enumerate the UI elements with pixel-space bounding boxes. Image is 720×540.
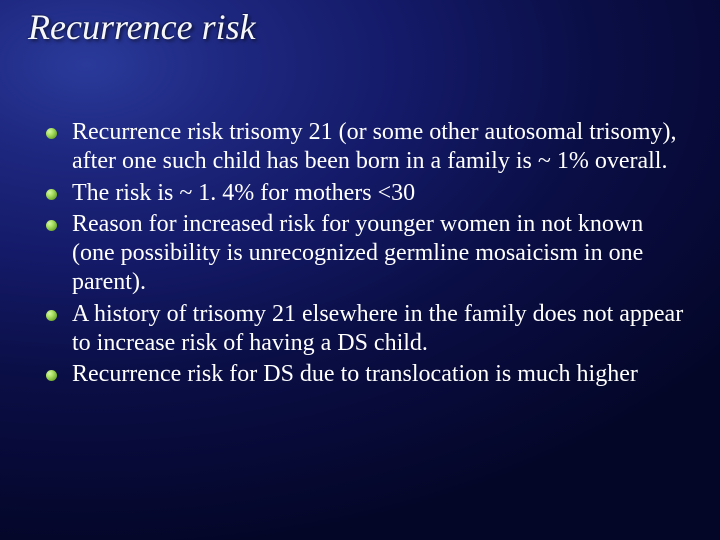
bullet-icon — [46, 370, 57, 381]
slide-content: Recurrence risk trisomy 21 (or some othe… — [46, 118, 690, 391]
bullet-text: Recurrence risk trisomy 21 (or some othe… — [72, 118, 690, 177]
list-item: The risk is ~ 1. 4% for mothers <30 — [46, 179, 690, 208]
bullet-text: A history of trisomy 21 elsewhere in the… — [72, 300, 690, 359]
slide-title: Recurrence risk — [28, 6, 256, 48]
list-item: Recurrence risk for DS due to translocat… — [46, 360, 690, 389]
bullet-icon — [46, 128, 57, 139]
bullet-text: The risk is ~ 1. 4% for mothers <30 — [72, 179, 415, 208]
bullet-icon — [46, 189, 57, 200]
bullet-text: Recurrence risk for DS due to translocat… — [72, 360, 638, 389]
list-item: Recurrence risk trisomy 21 (or some othe… — [46, 118, 690, 177]
list-item: Reason for increased risk for younger wo… — [46, 210, 690, 298]
list-item: A history of trisomy 21 elsewhere in the… — [46, 300, 690, 359]
bullet-icon — [46, 310, 57, 321]
bullet-icon — [46, 220, 57, 231]
bullet-text: Reason for increased risk for younger wo… — [72, 210, 690, 298]
slide: Recurrence risk Recurrence risk trisomy … — [0, 0, 720, 540]
